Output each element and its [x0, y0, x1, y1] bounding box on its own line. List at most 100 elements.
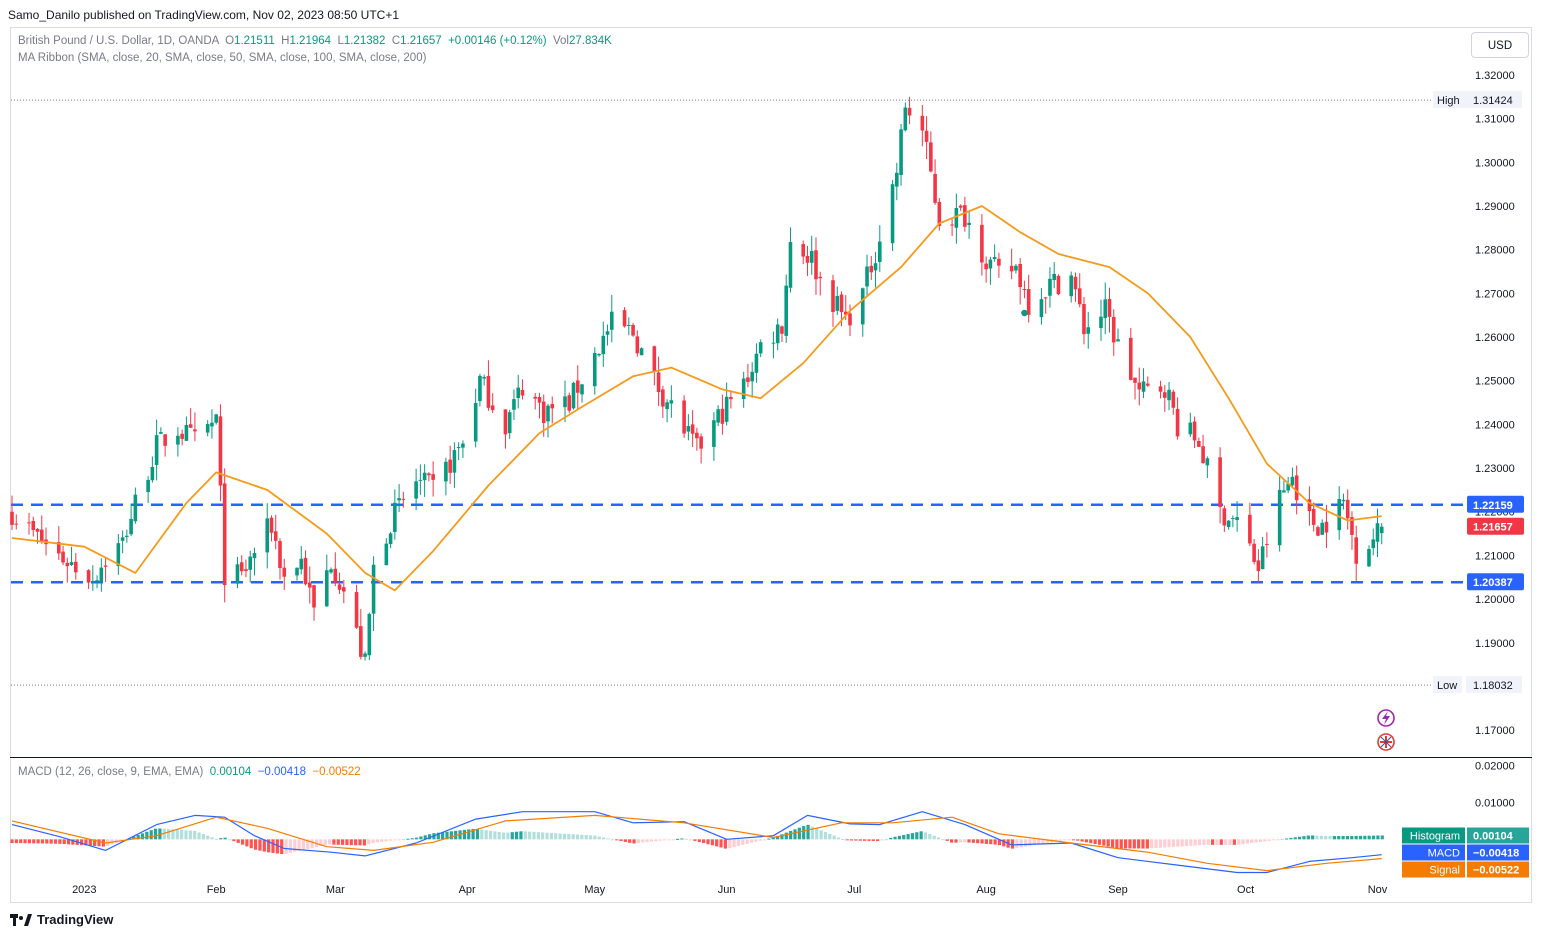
- candle-body: [758, 342, 763, 354]
- candle-body: [244, 569, 248, 572]
- volume-value: 27.834K: [568, 35, 612, 47]
- macd-histogram-bar: [1150, 839, 1154, 849]
- symbol-name: British Pound / U.S. Dollar, 1D, OANDA: [18, 35, 219, 47]
- macd-histogram-bar: [984, 839, 988, 844]
- candle-body: [958, 205, 963, 208]
- candle-body: [27, 522, 31, 524]
- time-tick-label: Nov: [1368, 884, 1388, 896]
- high_marker-value: 1.31424: [1473, 95, 1513, 107]
- candle-body: [784, 285, 789, 336]
- candle-body: [924, 130, 929, 142]
- macd-histogram-bar: [580, 834, 584, 840]
- macd-histogram-bar: [445, 831, 449, 840]
- macd-histogram-bar: [636, 839, 640, 843]
- macd-histogram-bar: [732, 839, 736, 848]
- candle-body: [601, 335, 606, 355]
- candle-body: [1260, 546, 1265, 570]
- macd-histogram-bar: [510, 832, 514, 840]
- candle-body: [635, 336, 640, 354]
- macd-histogram-bar: [567, 834, 571, 840]
- macd-histogram-bar: [380, 839, 384, 842]
- macd-histogram-bar: [558, 833, 562, 840]
- chart-icons: [1377, 709, 1395, 751]
- macd-histogram-bar: [271, 839, 275, 853]
- time-tick-label: Oct: [1237, 884, 1254, 896]
- candle-body: [1337, 499, 1342, 531]
- candle-body: [507, 412, 512, 434]
- candle-body: [397, 498, 401, 501]
- candle-body: [860, 288, 865, 325]
- candle-body: [699, 436, 703, 449]
- macd-histogram-bar: [854, 839, 858, 841]
- macd-badge-label-2: Signal: [1429, 865, 1460, 877]
- macd-histogram-bar: [1293, 837, 1297, 840]
- candle-body: [729, 396, 733, 400]
- macd-histogram-bar: [506, 832, 510, 840]
- macd-histogram-bar: [1306, 835, 1310, 840]
- macd-histogram-bar: [1128, 839, 1132, 849]
- candle-body: [575, 380, 580, 393]
- macd-histogram-bar: [1358, 835, 1363, 840]
- macd-histogram-bar: [693, 839, 697, 841]
- time-tick-label: Aug: [976, 884, 996, 896]
- macd-histogram-bar: [1337, 836, 1341, 840]
- macd-histogram-bar: [1167, 839, 1171, 848]
- candle-body: [222, 483, 227, 586]
- macd-histogram-bar: [419, 836, 423, 840]
- macd-histogram-bar: [497, 831, 501, 840]
- candle-body: [1099, 316, 1103, 328]
- macd-histogram-bar: [1028, 839, 1032, 846]
- macd-histogram-bar: [93, 839, 97, 847]
- macd-histogram-bar: [710, 839, 714, 846]
- candle-body: [537, 397, 542, 403]
- macd-histogram-bar: [628, 839, 632, 843]
- candle-body: [1171, 391, 1176, 408]
- candle-body: [456, 447, 461, 449]
- macd-histogram-bar: [1089, 839, 1093, 844]
- ma-ribbon-legend[interactable]: MA Ribbon (SMA, close, 20, SMA, close, 5…: [18, 52, 427, 64]
- candle-body: [431, 474, 435, 480]
- currency-button[interactable]: USD: [1471, 32, 1529, 58]
- macd-histogram-bar: [1084, 839, 1089, 843]
- macd-histogram-bar: [371, 839, 375, 843]
- candle-body: [963, 205, 967, 227]
- macd-histogram-bar: [1058, 839, 1062, 842]
- macd-histogram-bar: [649, 839, 654, 842]
- candle-body: [478, 375, 482, 402]
- macd-histogram-bar: [562, 833, 567, 840]
- macd-histogram-bar: [723, 839, 727, 849]
- macd-histogram-bar: [1341, 835, 1345, 840]
- macd-histogram-bar: [615, 839, 619, 841]
- macd-legend[interactable]: MACD (12, 26, close, 9, EMA, EMA) 0.0010…: [18, 766, 361, 778]
- candle-body: [754, 353, 759, 373]
- candle-body: [980, 224, 984, 263]
- macd-histogram-bar: [358, 839, 362, 846]
- candle-body: [363, 653, 367, 657]
- candle-body: [541, 401, 546, 423]
- macd-histogram-bar: [1289, 837, 1293, 840]
- macd-title: MACD (12, 26, close, 9, EMA, EMA): [18, 766, 204, 778]
- macd-histogram-bar: [1110, 839, 1115, 848]
- candle-body: [899, 129, 903, 175]
- macd-histogram-bar: [976, 839, 980, 844]
- macd-histogram-bar: [1263, 839, 1267, 842]
- macd-badge-label-bg-2: [1402, 861, 1465, 878]
- candle-body: [869, 265, 874, 273]
- open-value: 1.21511: [234, 35, 275, 47]
- macd-histogram-bar: [410, 838, 414, 840]
- macd-histogram-bar: [623, 839, 627, 842]
- price-tick-label: 1.25000: [1475, 376, 1515, 388]
- macd-histogram-bar: [936, 837, 941, 840]
- macd-histogram-bar: [762, 839, 767, 841]
- candle-body: [278, 541, 282, 568]
- macd-histogram-bar: [606, 838, 610, 840]
- candle-body: [1345, 499, 1350, 519]
- macd-histogram-bar: [967, 839, 971, 843]
- candle-body: [669, 400, 674, 404]
- macd-histogram-bar: [1119, 839, 1123, 849]
- macd-histogram-bar: [941, 839, 945, 841]
- macd-histogram-bar: [1324, 835, 1328, 840]
- macd-histogram-bar: [532, 831, 536, 840]
- candle-body: [1324, 521, 1329, 533]
